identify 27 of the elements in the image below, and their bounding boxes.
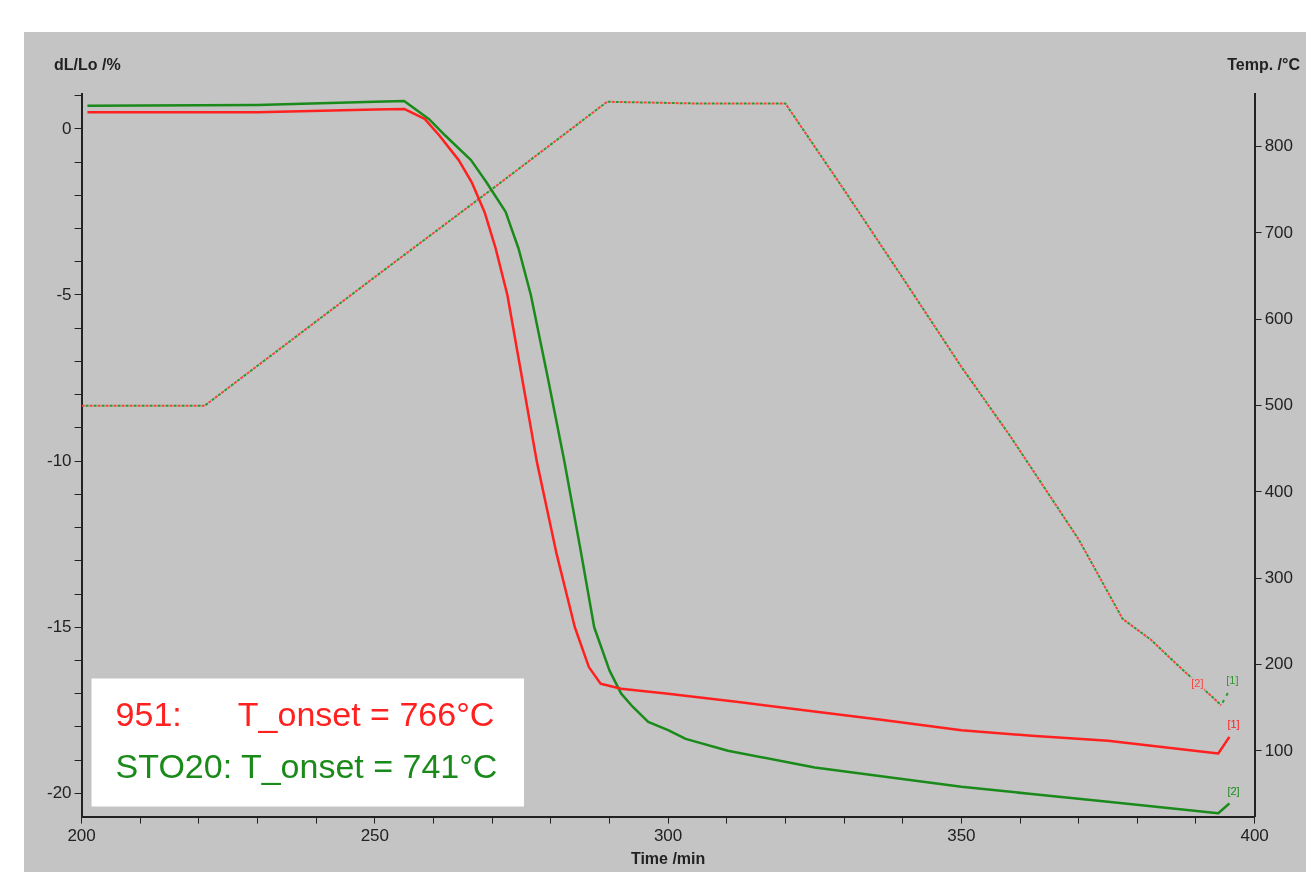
y2-tick-label: 300 <box>1264 568 1294 588</box>
y2-tick-label: 700 <box>1264 222 1294 242</box>
y2-axis-title: Temp. /°C <box>1227 56 1301 73</box>
x-tick-label: 350 <box>947 826 976 846</box>
y-tick-label: 0 <box>62 118 72 138</box>
y2-tick-label: 400 <box>1264 481 1294 501</box>
x-tick-label: 200 <box>67 826 96 846</box>
x-tick-label: 400 <box>1240 826 1269 846</box>
y2-tick-label: 600 <box>1264 309 1294 329</box>
y-axis-title: dL/Lo /% <box>54 56 121 73</box>
y-tick-label: -20 <box>46 783 72 803</box>
x-tick-label: 300 <box>653 826 683 846</box>
y2-tick-label: 500 <box>1264 395 1294 415</box>
x-tick-label: 250 <box>360 826 390 846</box>
annotation: 951: T_onset = 766°C <box>115 694 495 733</box>
x-axis-title: Time /min <box>630 850 706 867</box>
annotation: STO20: T_onset = 741°C <box>115 746 498 785</box>
annotation: [2] <box>1227 784 1240 797</box>
y2-tick-label: 800 <box>1264 136 1294 156</box>
y-tick-label: -5 <box>56 284 72 304</box>
y-tick-label: -10 <box>46 450 72 470</box>
annotation: [1] <box>1226 673 1239 686</box>
y-tick-label: -15 <box>46 616 72 636</box>
y2-tick-label: 100 <box>1264 740 1294 760</box>
annotation: [2] <box>1191 676 1204 689</box>
annotation: [1] <box>1227 718 1240 731</box>
y2-tick-label: 200 <box>1264 654 1294 674</box>
